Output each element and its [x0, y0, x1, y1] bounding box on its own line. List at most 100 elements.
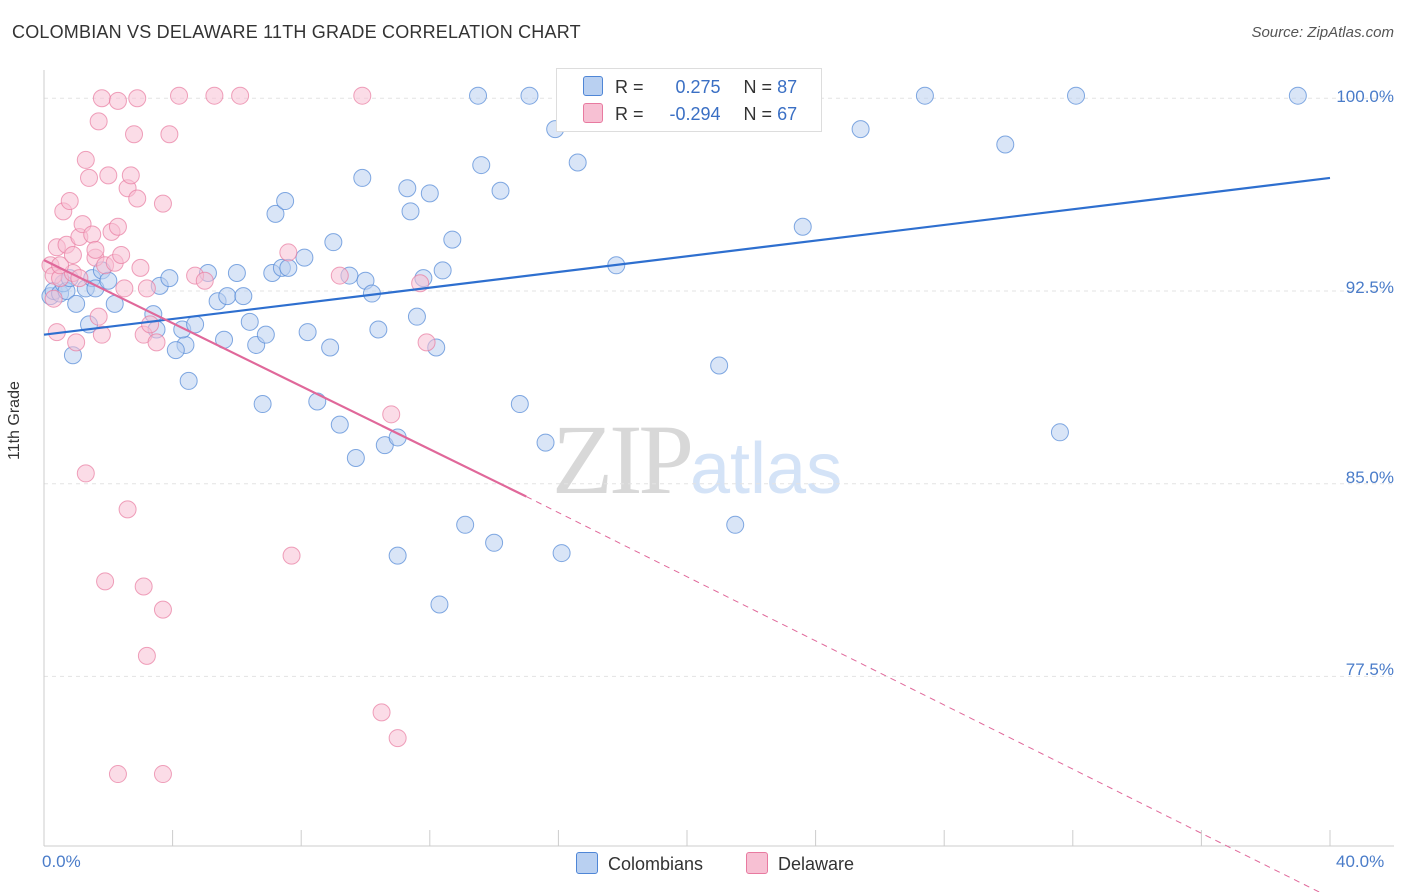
legend-item-delaware[interactable]: Delaware [746, 852, 854, 875]
delaware-point [131, 258, 150, 277]
legend-swatch-pink [583, 103, 603, 123]
delaware-point [44, 289, 63, 308]
y-axis-label: 11th Grade [6, 381, 23, 460]
colombians-point [510, 395, 529, 414]
colombians-point [253, 395, 272, 414]
colombians-point [536, 433, 555, 452]
colombians-point [179, 371, 198, 390]
colombians-point [456, 515, 475, 534]
colombians-point [346, 449, 365, 467]
delaware-point [388, 729, 407, 748]
legend-r-label: R = [615, 104, 644, 124]
legend-label-delaware: Delaware [778, 854, 855, 874]
delaware-point [96, 572, 115, 591]
delaware-point [89, 112, 108, 131]
delaware-point [115, 279, 134, 298]
colombians-point [485, 533, 504, 552]
x-tick-label-0: 0.0% [42, 852, 81, 871]
legend-n-label: N = [743, 104, 773, 124]
legend-r-value: 0.275 [675, 77, 721, 97]
y-tick-label-77-5: 77.5% [1345, 660, 1394, 679]
legend-n-value: 67 [777, 104, 798, 124]
delaware-point [76, 464, 95, 483]
delaware-point [137, 646, 156, 665]
colombians-point [398, 179, 417, 198]
delaware-point [83, 225, 102, 244]
colombians-point [1050, 423, 1069, 442]
delaware-point [160, 125, 179, 144]
colombians-point [726, 515, 745, 534]
y-tick-label-92-5: 92.5% [1345, 278, 1394, 297]
delaware-point [134, 577, 153, 596]
colombians-point [266, 204, 285, 223]
legend-r-value: -0.294 [669, 104, 721, 124]
delaware-point [60, 192, 79, 211]
delaware-point [330, 266, 349, 285]
colombians-point [324, 233, 343, 252]
colombians-point [401, 202, 420, 221]
delaware-point [372, 703, 391, 722]
watermark: ZIPatlas [552, 402, 842, 517]
colombians-point [420, 184, 439, 203]
delaware-point [99, 166, 118, 185]
colombians-point [407, 307, 426, 326]
colombians-point [520, 86, 539, 105]
delaware-point [63, 246, 82, 265]
colombians-point [851, 120, 870, 139]
delaware-point [92, 325, 111, 344]
delaware-point [153, 600, 172, 619]
colombians-point [67, 294, 86, 313]
delaware-point [137, 279, 156, 298]
colombians-point [256, 325, 275, 344]
legend-r-label: R = [615, 77, 644, 97]
legend-swatch-pink [746, 852, 768, 874]
colombians-point [915, 86, 934, 105]
colombians-point [469, 86, 488, 105]
colombians-point [166, 341, 185, 360]
colombians-point [369, 320, 388, 339]
delaware-point [108, 217, 127, 236]
colombians-point [793, 217, 812, 236]
legend-item-colombians[interactable]: Colombians [576, 852, 703, 875]
colombians-point [388, 546, 407, 565]
legend-label-colombians: Colombians [608, 854, 704, 874]
y-tick-label-85: 85.0% [1345, 468, 1394, 487]
delaware-point [86, 240, 105, 259]
stats-legend: R = 0.275 N = 87 R = -0.294 N = 67 [556, 68, 822, 132]
delaware-point [118, 500, 137, 519]
delaware-point [80, 168, 99, 187]
colombians-point [430, 595, 449, 614]
colombians-point [552, 544, 571, 563]
delaware-point [67, 333, 86, 352]
delaware-point [279, 243, 298, 262]
colombians-point [99, 271, 118, 290]
colombians-point [491, 181, 510, 200]
colombians-point [330, 415, 349, 434]
delaware-point [195, 271, 214, 290]
colombians-point [472, 156, 491, 175]
colombians-point [433, 261, 452, 280]
colombians-point [227, 263, 246, 282]
delaware-point [76, 150, 95, 169]
delaware-trend-line [43, 259, 527, 498]
legend-swatch-blue [583, 76, 603, 96]
colombians-point [321, 338, 340, 357]
colombians-point [279, 258, 298, 277]
delaware-point [417, 333, 436, 352]
delaware-point [231, 86, 250, 105]
colombians-trend-line [43, 176, 1331, 336]
colombians-point [295, 248, 314, 267]
legend-row-colombians: R = 0.275 N = 87 [583, 76, 797, 98]
delaware-point [128, 189, 147, 208]
colombians-point [276, 192, 295, 211]
delaware-point [121, 166, 140, 185]
colombians-point [710, 356, 729, 375]
delaware-point [382, 405, 401, 424]
watermark-zip: ZIP [552, 404, 694, 515]
chart-title: COLOMBIAN VS DELAWARE 11TH GRADE CORRELA… [12, 22, 581, 42]
y-tick-label-100: 100.0% [1336, 87, 1394, 106]
colombians-point [160, 269, 179, 288]
colombians-point [568, 153, 587, 172]
watermark-atlas: atlas [690, 429, 843, 509]
